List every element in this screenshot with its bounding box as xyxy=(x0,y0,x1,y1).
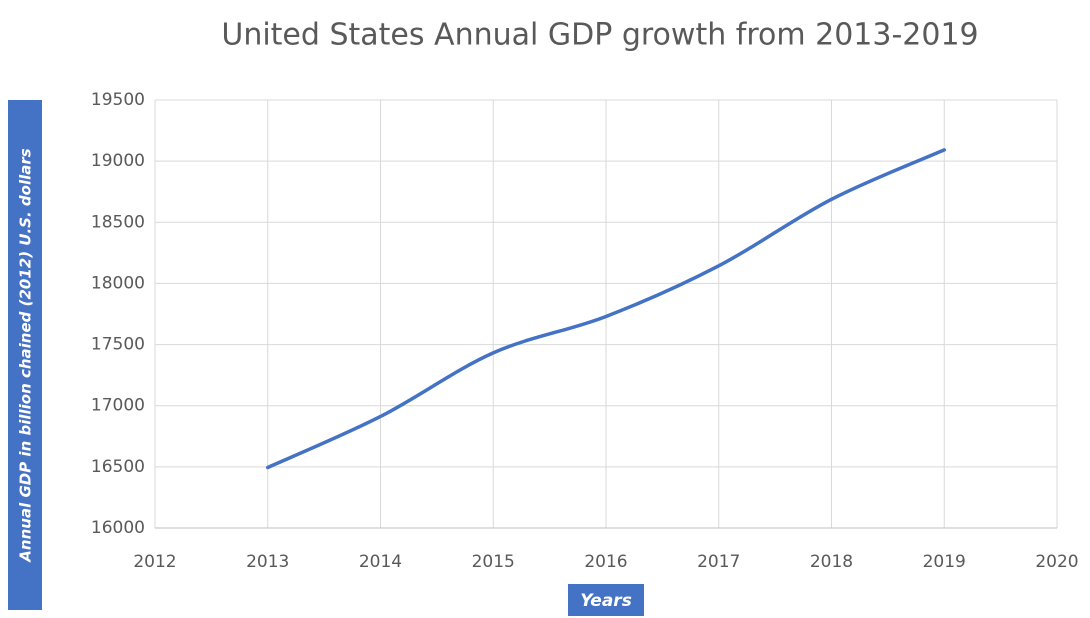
y-tick-label: 18500 xyxy=(91,212,145,232)
y-tick-label: 16000 xyxy=(91,518,145,538)
y-tick-label: 16500 xyxy=(91,457,145,477)
x-tick-label: 2020 xyxy=(1035,552,1078,572)
y-tick-label: 19500 xyxy=(91,90,145,110)
y-tick-label: 17000 xyxy=(91,396,145,416)
chart-title: United States Annual GDP growth from 201… xyxy=(221,18,978,53)
y-axis-label: Annual GDP in billion chained (2012) U.S… xyxy=(17,148,35,562)
x-tick-label: 2015 xyxy=(472,552,515,572)
x-tick-label: 2019 xyxy=(923,552,966,572)
x-tick-label: 2012 xyxy=(133,552,176,572)
x-tick-label: 2017 xyxy=(697,552,740,572)
x-tick-label: 2018 xyxy=(810,552,853,572)
x-axis-label: Years xyxy=(580,591,632,611)
x-tick-label: 2016 xyxy=(584,552,627,572)
y-tick-label: 19000 xyxy=(91,151,145,171)
y-label-box xyxy=(8,100,42,610)
x-label-box xyxy=(568,584,644,616)
x-tick-label: 2013 xyxy=(246,552,289,572)
y-tick-label: 18000 xyxy=(91,273,145,293)
x-tick-label: 2014 xyxy=(359,552,402,572)
data-line xyxy=(266,148,946,470)
y-tick-label: 17500 xyxy=(91,335,145,355)
